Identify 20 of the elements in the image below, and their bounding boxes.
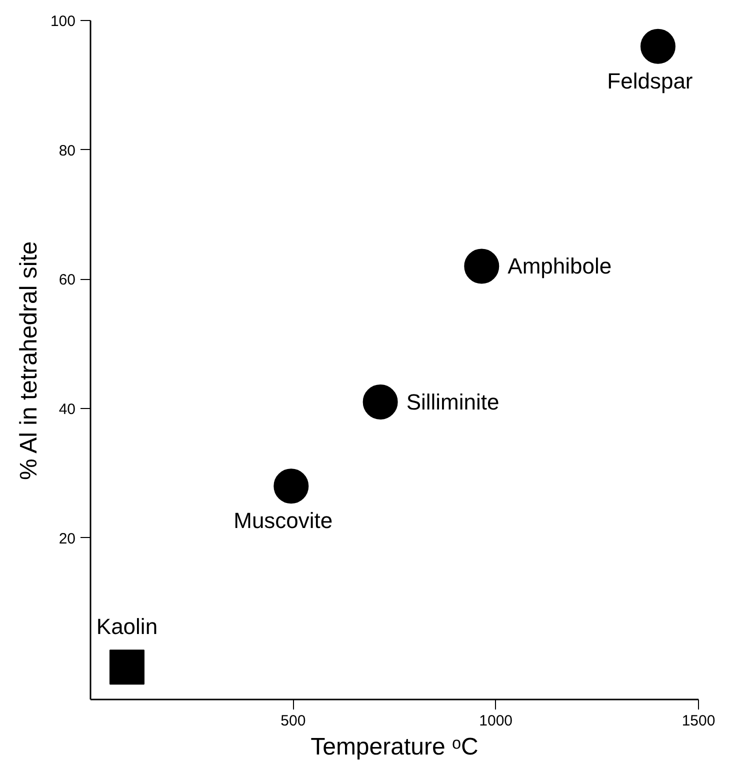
annotation: Silliminite [406, 390, 500, 415]
x-tick-label: 1500 [682, 712, 716, 730]
annotation: Kaolin [96, 614, 158, 640]
y-axis-title: % Al in tetrahedral site [15, 241, 42, 480]
annotation: Muscovite [234, 508, 333, 534]
point [362, 384, 398, 420]
y-tick-label: 100 [50, 13, 76, 30]
y-tick-label: 60 [58, 272, 76, 289]
x-axis-title: Temperature ᵒC [310, 734, 478, 760]
y-tick-label: 20 [58, 530, 76, 548]
point [109, 650, 144, 685]
point [464, 248, 500, 284]
x-tick-label: 500 [280, 712, 306, 730]
annotation: Feldspar [607, 68, 693, 94]
annotation: Amphibole [508, 254, 612, 279]
point [640, 28, 676, 64]
y-tick-label: 40 [58, 401, 76, 418]
y-tick-label: 80 [58, 142, 76, 160]
x-tick-label: 1000 [479, 712, 513, 730]
point [274, 468, 309, 504]
